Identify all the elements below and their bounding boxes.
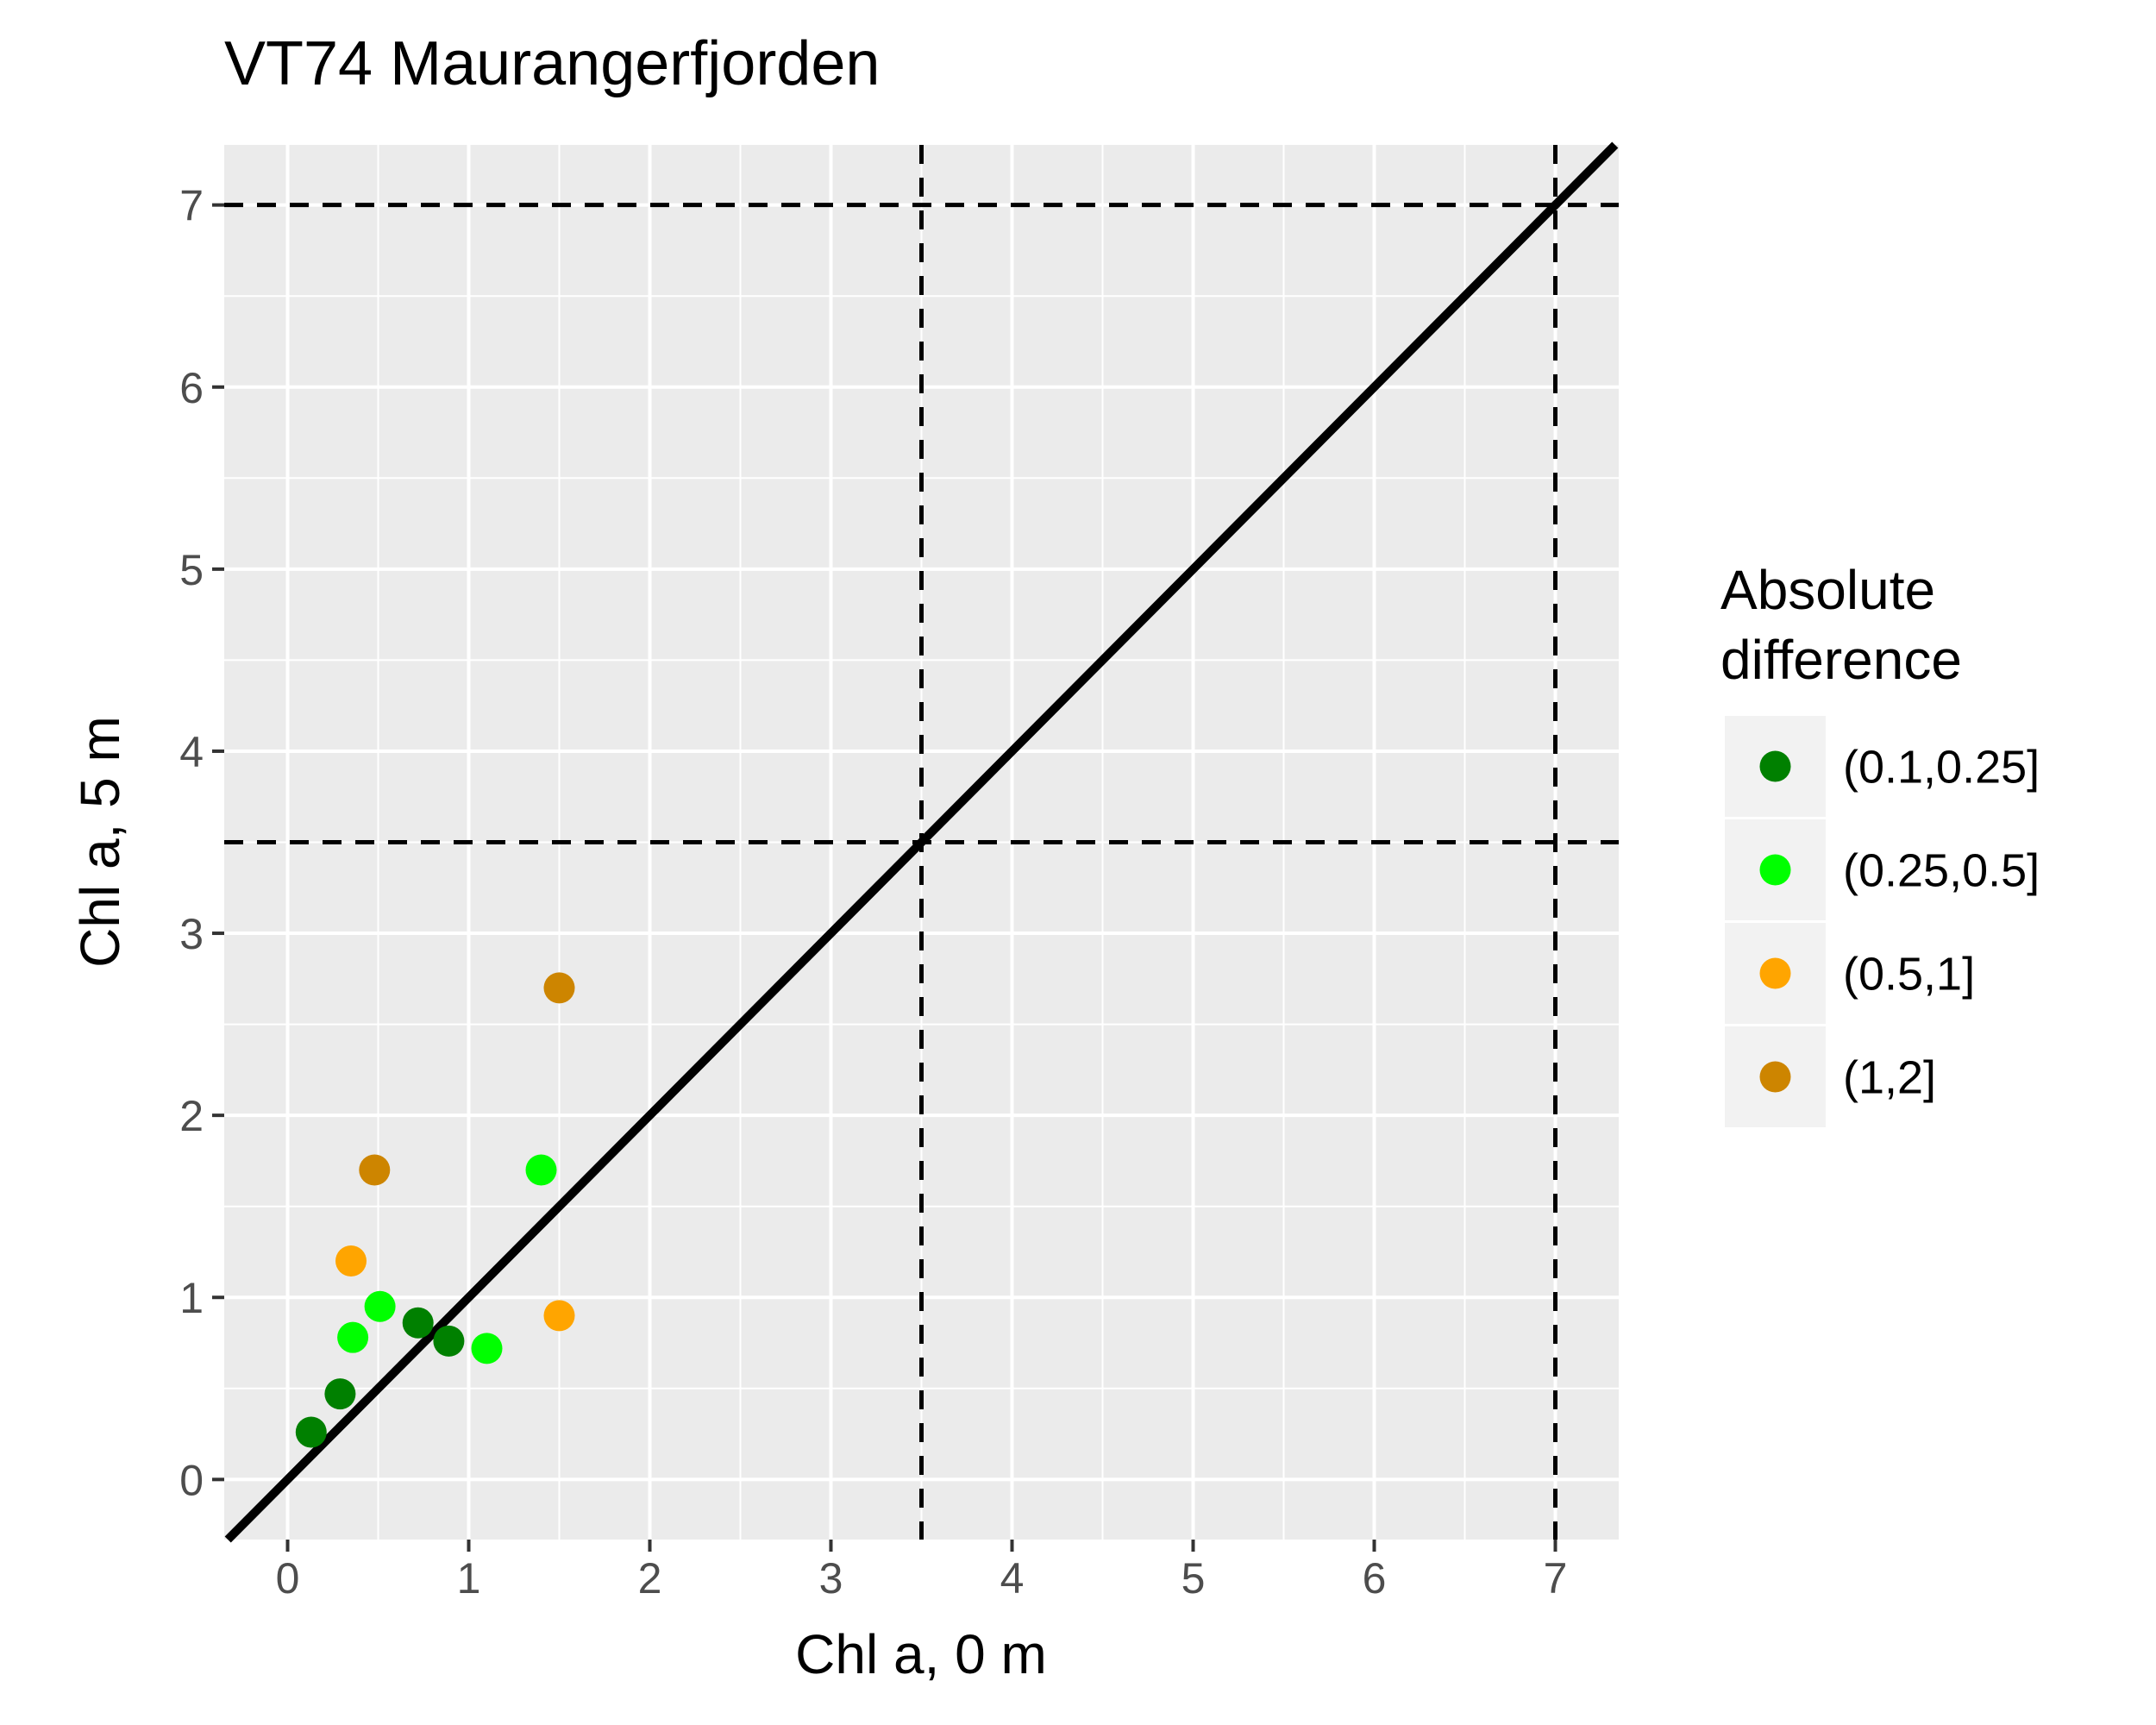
x-axis: 0 1 2 3 4 5 6 7	[276, 1540, 1568, 1603]
legend-title-line-1: Absolute	[1720, 559, 1935, 621]
y-tick-label: 2	[179, 1092, 204, 1140]
legend-label: (0.1,0.25]	[1843, 742, 2040, 794]
y-axis: 0 1 2 3 4 5 6 7	[179, 182, 224, 1504]
x-tick-label: 0	[276, 1554, 300, 1603]
legend-swatch	[1759, 854, 1791, 886]
data-point-series-1	[295, 1416, 327, 1448]
legend-items: (0.1,0.25] (0.25,0.5] (0.5,1] (1,2]	[1725, 716, 2040, 1127]
y-tick-label: 3	[179, 910, 204, 958]
data-point-series-1	[324, 1378, 356, 1410]
y-tick-label: 1	[179, 1274, 204, 1322]
legend-title-line-2: difference	[1720, 629, 1962, 691]
x-tick-label: 2	[638, 1554, 662, 1603]
y-tick-label: 6	[179, 364, 204, 412]
y-tick-label: 0	[179, 1456, 204, 1504]
legend: Absolute difference (0.1,0.25] (0.25,0.5]…	[1720, 559, 2040, 1127]
x-axis-title: Chl a, 0 m	[795, 1623, 1047, 1685]
data-points	[295, 972, 575, 1448]
x-tick-label: 7	[1544, 1554, 1568, 1603]
data-point-series-2	[337, 1321, 369, 1353]
x-tick-label: 6	[1363, 1554, 1387, 1603]
data-point-series-4	[543, 972, 575, 1004]
data-point-series-1	[433, 1325, 465, 1357]
legend-swatch	[1759, 1061, 1791, 1093]
y-tick-label: 4	[179, 728, 204, 776]
chart-title: VT74 Maurangerfjorden	[224, 29, 880, 98]
legend-label: (0.5,1]	[1843, 949, 1975, 1000]
data-point-series-3	[543, 1300, 575, 1332]
x-tick-label: 4	[1000, 1554, 1025, 1603]
reference-lines	[224, 141, 1619, 1543]
data-point-series-1	[402, 1307, 434, 1339]
legend-label: (0.25,0.5]	[1843, 845, 2040, 897]
x-tick-label: 1	[457, 1554, 481, 1603]
data-point-series-2	[364, 1290, 396, 1322]
data-point-series-3	[335, 1245, 367, 1277]
y-tick-label: 7	[179, 182, 204, 230]
data-point-series-4	[359, 1154, 391, 1186]
legend-label: (1,2]	[1843, 1052, 1936, 1104]
identity-line	[224, 141, 1619, 1543]
legend-swatch	[1759, 750, 1791, 782]
x-tick-label: 5	[1181, 1554, 1206, 1603]
legend-swatch	[1759, 957, 1791, 989]
x-tick-label: 3	[819, 1554, 843, 1603]
data-point-series-2	[525, 1154, 557, 1186]
y-axis-title: Chl a, 5 m	[69, 716, 131, 968]
data-point-series-2	[471, 1333, 503, 1364]
y-tick-label: 5	[179, 546, 204, 594]
